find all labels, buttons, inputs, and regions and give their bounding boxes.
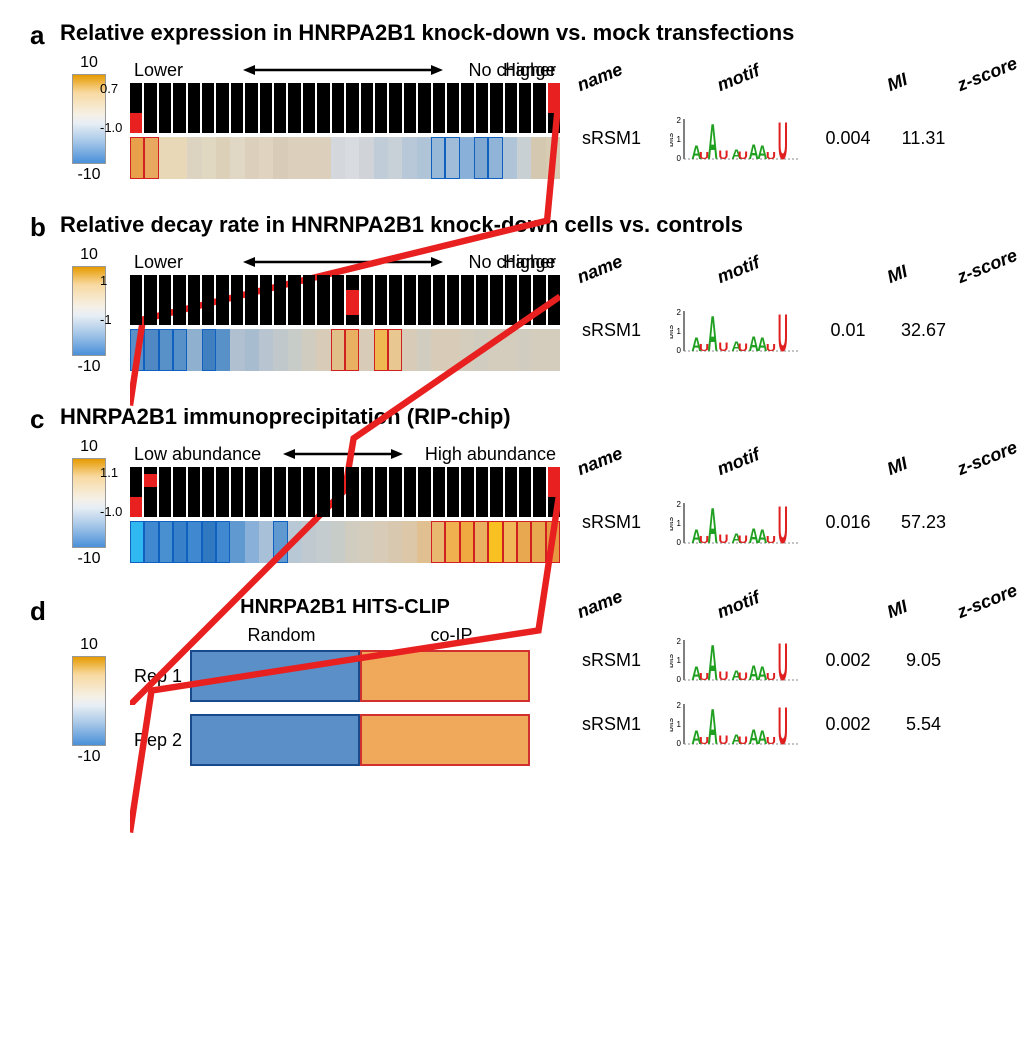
mi-value: 0.004 [818, 128, 878, 149]
svg-text:bits: bits [670, 516, 675, 531]
svg-text:0: 0 [677, 538, 682, 547]
mi-value: 0.002 [818, 714, 878, 735]
svg-text:1: 1 [677, 327, 682, 336]
svg-text:U: U [718, 669, 728, 683]
svg-text:A: A [708, 306, 718, 356]
svg-text:A: A [708, 635, 718, 685]
svg-text:A: A [708, 114, 718, 164]
column-headers: name motif MI z-score [582, 602, 1024, 623]
svg-text:1: 1 [677, 135, 682, 144]
rank-plot: 1 -1 [130, 275, 560, 325]
motif-name: sRSM1 [582, 512, 652, 533]
motif-name: sRSM1 [582, 128, 652, 149]
panel-d: d 10 -10 HNRPA2B1 HITS-CLIP Random co-IP [30, 596, 994, 778]
svg-text:U: U [766, 533, 776, 545]
colorbar: 10 -10 [60, 636, 118, 766]
svg-text:U: U [766, 149, 776, 161]
svg-text:U: U [766, 735, 776, 747]
svg-text:2: 2 [677, 116, 682, 125]
svg-text:U: U [778, 699, 788, 749]
panel-title: HNRPA2B1 immunoprecipitation (RIP-chip) [60, 404, 1024, 430]
svg-text:1: 1 [677, 720, 682, 729]
panel-title: HNRPA2B1 HITS-CLIP [130, 596, 560, 619]
svg-text:1: 1 [677, 656, 682, 665]
motif-logo: 210bitsAUAUAUAAUU [670, 699, 800, 749]
rep2-row: Rep 2 [130, 714, 560, 766]
mi-value: 0.01 [818, 320, 878, 341]
svg-text:U: U [718, 733, 728, 747]
svg-text:0: 0 [677, 154, 682, 163]
svg-text:2: 2 [677, 308, 682, 317]
svg-text:2: 2 [677, 701, 682, 710]
motif-name: sRSM1 [582, 650, 652, 671]
svg-text:U: U [778, 114, 788, 164]
random-block [190, 714, 360, 766]
heatmap-row [130, 329, 560, 371]
panel-a: a Relative expression in HNRPA2B1 knock-… [30, 20, 994, 184]
sort-arrow: Lower No change Higher [130, 60, 560, 81]
zscore-value: 57.23 [896, 512, 951, 533]
motif-logo: 210bitsAUAUAUAAUU [670, 635, 800, 685]
svg-text:U: U [718, 531, 728, 545]
svg-text:U: U [778, 635, 788, 685]
panel-letter: a [30, 20, 60, 51]
motif-name: sRSM1 [582, 320, 652, 341]
panel-letter: b [30, 212, 60, 243]
svg-text:U: U [766, 671, 776, 683]
mi-value: 0.002 [818, 650, 878, 671]
svg-text:A: A [708, 498, 718, 548]
coip-block [360, 650, 530, 702]
panel-title: Relative expression in HNRPA2B1 knock-do… [60, 20, 1024, 46]
rep1-row: Rep 1 [130, 650, 560, 702]
svg-text:U: U [738, 533, 748, 545]
svg-text:U: U [738, 734, 748, 746]
panel-b: b Relative decay rate in HNRNPA2B1 knock… [30, 212, 994, 376]
mi-value: 0.016 [818, 512, 878, 533]
panel-title: Relative decay rate in HNRNPA2B1 knock-d… [60, 212, 1024, 238]
svg-text:0: 0 [677, 346, 682, 355]
rank-plot: 0.7 -1.0 [130, 83, 560, 133]
motif-logo: 210bitsAUAUAUAAUU [670, 114, 800, 164]
d-column-headers: Random co-IP [190, 625, 530, 646]
rank-plot: 1.1 -1.0 [130, 467, 560, 517]
svg-text:1: 1 [677, 519, 682, 528]
svg-text:U: U [738, 341, 748, 353]
svg-text:U: U [778, 498, 788, 548]
coip-block [360, 714, 530, 766]
svg-text:U: U [718, 339, 728, 353]
svg-text:A: A [708, 699, 718, 749]
svg-text:U: U [778, 306, 788, 356]
svg-text:U: U [718, 147, 728, 161]
sort-arrow: Low abundance High abundance [130, 444, 560, 465]
svg-text:bits: bits [670, 654, 675, 669]
panel-c: c HNRPA2B1 immunoprecipitation (RIP-chip… [30, 404, 994, 568]
panel-letter: c [30, 404, 60, 435]
motif-logo: 210bitsAUAUAUAAUU [670, 306, 800, 356]
svg-text:bits: bits [670, 324, 675, 339]
svg-text:bits: bits [670, 132, 675, 147]
svg-text:0: 0 [677, 675, 682, 684]
panel-letter: d [30, 596, 60, 627]
zscore-value: 5.54 [896, 714, 951, 735]
heatmap-row [130, 521, 560, 563]
sort-arrow: Lower No change Higher [130, 252, 560, 273]
svg-text:0: 0 [677, 739, 682, 748]
motif-logo: 210bitsAUAUAUAAUU [670, 498, 800, 548]
column-headers: name motif MI z-score [582, 267, 1024, 288]
column-headers: name motif MI z-score [582, 75, 1024, 96]
zscore-value: 11.31 [896, 128, 951, 149]
motif-name: sRSM1 [582, 714, 652, 735]
svg-text:U: U [738, 670, 748, 682]
random-block [190, 650, 360, 702]
heatmap-row [130, 137, 560, 179]
svg-text:U: U [766, 341, 776, 353]
svg-text:2: 2 [677, 500, 682, 509]
svg-text:bits: bits [670, 718, 675, 733]
svg-text:U: U [738, 149, 748, 161]
zscore-value: 9.05 [896, 650, 951, 671]
svg-text:2: 2 [677, 637, 682, 646]
zscore-value: 32.67 [896, 320, 951, 341]
column-headers: name motif MI z-score [582, 459, 1024, 480]
